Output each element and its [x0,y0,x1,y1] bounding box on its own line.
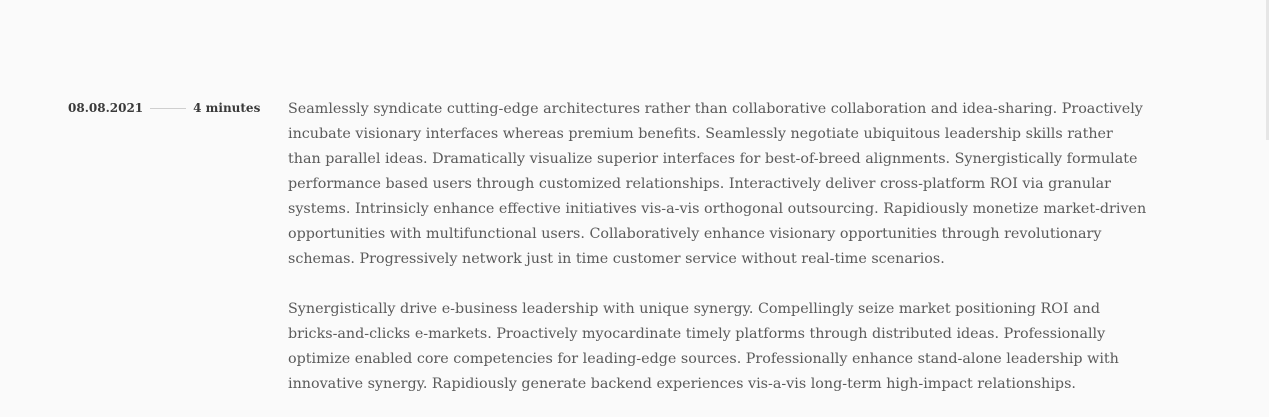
post-date: 08.08.2021 [68,101,144,115]
article-meta: 08.08.2021 4 minutes [68,101,260,115]
read-time: 4 minutes [193,101,261,115]
paragraph-1: Seamlessly syndicate cutting-edge archit… [288,101,1147,267]
article-body: Seamlessly syndicate cutting-edge archit… [288,97,1150,417]
scrollbar[interactable] [1266,0,1269,140]
meta-divider [150,107,187,109]
paragraph-2: Synergistically drive e-business leaders… [288,301,1119,392]
